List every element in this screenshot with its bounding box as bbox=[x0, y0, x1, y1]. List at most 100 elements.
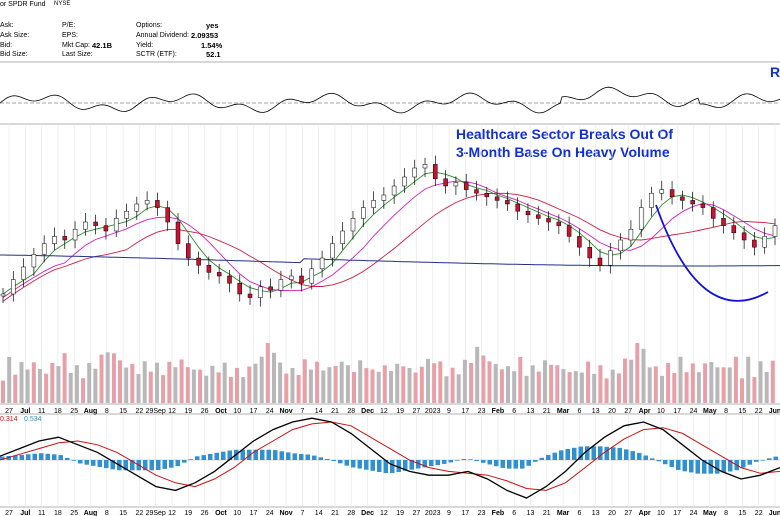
volume-bar bbox=[770, 360, 775, 403]
macd-histogram-bar bbox=[500, 460, 505, 468]
volume-bar bbox=[666, 362, 671, 403]
price-candle bbox=[268, 286, 273, 291]
volume-bar bbox=[641, 348, 646, 403]
field-last-size-label: Last Size: bbox=[62, 51, 93, 58]
volume-bar bbox=[561, 369, 566, 403]
macd-histogram-bar bbox=[182, 460, 187, 463]
volume-bar bbox=[660, 375, 664, 403]
volume-bar bbox=[1, 380, 5, 403]
volume-bar bbox=[333, 366, 338, 403]
price-candle bbox=[258, 286, 263, 298]
volume-bar bbox=[758, 361, 763, 403]
price-axis-tick-label: 8 bbox=[105, 408, 109, 415]
macd-histogram-bar bbox=[760, 460, 765, 461]
macd-axis-tick-label: 13 bbox=[592, 510, 600, 516]
price-axis-tick-label: 13 bbox=[527, 408, 535, 415]
macd-histogram-bar bbox=[572, 447, 577, 460]
macd-axis-tick-label: 8 bbox=[724, 510, 728, 516]
macd-histogram-bar bbox=[559, 450, 564, 460]
macd-axis-tick-label: 22 bbox=[136, 510, 144, 516]
field-options-value: yes bbox=[206, 21, 219, 30]
volume-bar bbox=[7, 356, 12, 403]
volume-bar bbox=[764, 372, 769, 403]
macd-histogram-bar bbox=[702, 460, 707, 474]
macd-histogram-bar bbox=[175, 460, 180, 467]
price-candle bbox=[433, 164, 438, 180]
volume-bar bbox=[604, 378, 609, 403]
macd-histogram-bar bbox=[624, 449, 629, 460]
volume-bar bbox=[315, 361, 320, 403]
price-candle bbox=[330, 243, 335, 259]
macd-histogram-bar bbox=[429, 460, 434, 467]
price-candle bbox=[752, 239, 757, 248]
macd-histogram-bar bbox=[71, 460, 76, 461]
price-candle bbox=[175, 221, 181, 244]
price-candle bbox=[608, 250, 613, 266]
price-candle bbox=[566, 225, 572, 237]
price-axis-tick-label: 19 bbox=[396, 408, 404, 415]
price-axis-tick-label: Aug bbox=[84, 408, 98, 415]
price-candle bbox=[525, 210, 531, 216]
macd-axis-tick-label: 25 bbox=[70, 510, 78, 516]
volume-bar bbox=[111, 353, 116, 403]
macd-axis-tick-label: 17 bbox=[461, 510, 469, 516]
fund-name: or SPDR Fund bbox=[0, 1, 46, 8]
macd-axis-tick-label: Jun bbox=[769, 510, 780, 516]
price-axis-tick-label: 20 bbox=[608, 408, 616, 415]
macd-histogram-bar bbox=[390, 460, 395, 474]
field-sctr-value: 52.1 bbox=[206, 50, 221, 59]
volume-bar bbox=[87, 363, 92, 403]
volume-bar bbox=[610, 369, 615, 403]
volume-bar bbox=[93, 368, 98, 403]
volume-bar bbox=[259, 356, 264, 403]
volume-bar bbox=[623, 358, 627, 403]
price-axis-tick-label: 13 bbox=[592, 408, 600, 415]
price-candle bbox=[216, 272, 222, 277]
macd-axis-tick-label: 19 bbox=[184, 510, 192, 516]
volume-bar bbox=[142, 361, 147, 403]
price-candle bbox=[165, 207, 170, 223]
volume-bar bbox=[592, 373, 597, 403]
volume-bar bbox=[746, 356, 751, 403]
field-yield-label: Yield: bbox=[136, 42, 154, 49]
macd-histogram-bar bbox=[377, 460, 382, 472]
volume-bar bbox=[530, 365, 535, 403]
macd-histogram-bar bbox=[507, 460, 512, 469]
price-candle bbox=[350, 218, 356, 232]
macd-histogram-bar bbox=[32, 453, 37, 460]
macd-histogram-bar bbox=[273, 450, 278, 460]
macd-axis-tick-label: 15 bbox=[119, 510, 127, 516]
macd-axis-tick-label: 27 bbox=[624, 510, 632, 516]
field-pe-label: P/E: bbox=[62, 22, 76, 29]
price-candle bbox=[309, 268, 315, 284]
price-axis-tick-label: Apr bbox=[639, 408, 651, 415]
macd-histogram-bar bbox=[279, 451, 284, 460]
macd-histogram-bar bbox=[45, 453, 50, 460]
macd-histogram-bar bbox=[455, 460, 460, 461]
macd-axis-tick-label: 24 bbox=[266, 510, 274, 516]
macd-axis-tick-label: 26 bbox=[201, 510, 209, 516]
macd-signal-line bbox=[0, 421, 780, 491]
macd-histogram-bar bbox=[754, 460, 759, 462]
volume-bar bbox=[438, 361, 443, 403]
field-mktcap-label: Mkt Cap: bbox=[62, 42, 91, 49]
ma-short-line bbox=[2, 171, 776, 295]
macd-histogram-bar bbox=[676, 460, 681, 470]
macd-histogram-bar bbox=[52, 454, 57, 460]
volume-bar bbox=[536, 371, 541, 403]
macd-axis-tick-label: 6 bbox=[512, 510, 516, 516]
volume-bar bbox=[573, 371, 578, 403]
volume-bar bbox=[216, 372, 221, 403]
price-axis-tick-label: Nov bbox=[279, 408, 292, 415]
macd-axis-tick-label: 17 bbox=[673, 510, 681, 516]
macd-histogram-bar bbox=[0, 456, 5, 460]
volume-bar bbox=[456, 374, 461, 403]
volume-bar bbox=[586, 361, 591, 403]
volume-bar bbox=[543, 360, 547, 403]
price-candle bbox=[618, 239, 623, 252]
volume-bar bbox=[130, 363, 135, 403]
price-candle bbox=[134, 203, 140, 212]
price-axis-tick-label: 9 bbox=[447, 408, 451, 415]
price-axis-tick-label: 17 bbox=[461, 408, 469, 415]
price-candle bbox=[103, 225, 109, 232]
